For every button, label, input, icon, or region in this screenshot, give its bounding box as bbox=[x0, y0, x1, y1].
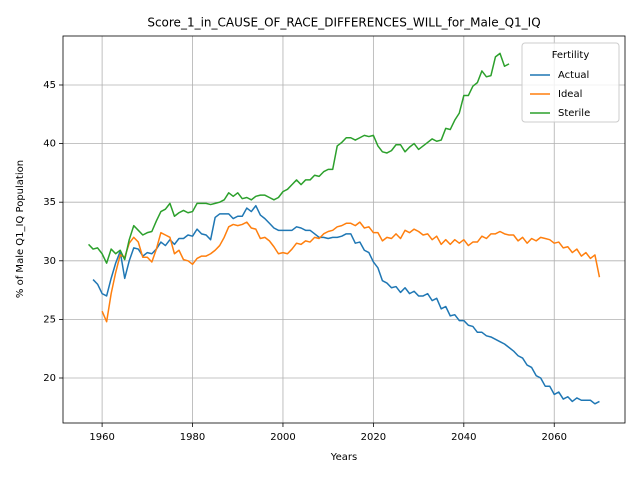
x-tick-label: 2060 bbox=[542, 432, 567, 443]
x-tick-label: 1980 bbox=[180, 432, 205, 443]
legend-label: Ideal bbox=[558, 89, 582, 100]
line-series bbox=[92, 204, 600, 405]
legend: Fertility Actual Ideal Sterile bbox=[521, 42, 620, 123]
plot-frame bbox=[62, 35, 626, 424]
legend-label: Actual bbox=[558, 70, 589, 81]
line-series bbox=[101, 221, 601, 323]
y-axis-label: % of Male Q1_IQ Population bbox=[15, 160, 26, 298]
x-tick-label: 2040 bbox=[451, 432, 476, 443]
chart-title: Score_1_in_CAUSE_OF_RACE_DIFFERENCES_WIL… bbox=[147, 16, 540, 30]
x-axis-label: Years bbox=[330, 452, 357, 463]
legend-label: Sterile bbox=[558, 108, 590, 119]
x-tick-label: 2000 bbox=[270, 432, 295, 443]
legend-title: Fertility bbox=[552, 50, 590, 61]
x-tick-label: 2020 bbox=[361, 432, 386, 443]
y-tick-label: 35 bbox=[43, 197, 56, 208]
y-tick-label: 20 bbox=[43, 373, 56, 384]
line-series bbox=[88, 52, 510, 264]
x-tick-label: 1960 bbox=[89, 432, 114, 443]
y-tick-label: 40 bbox=[43, 139, 56, 150]
legend-box bbox=[521, 42, 620, 123]
y-tick-label: 45 bbox=[43, 80, 56, 91]
y-tick-label: 30 bbox=[43, 256, 56, 267]
y-tick-label: 25 bbox=[43, 314, 56, 325]
